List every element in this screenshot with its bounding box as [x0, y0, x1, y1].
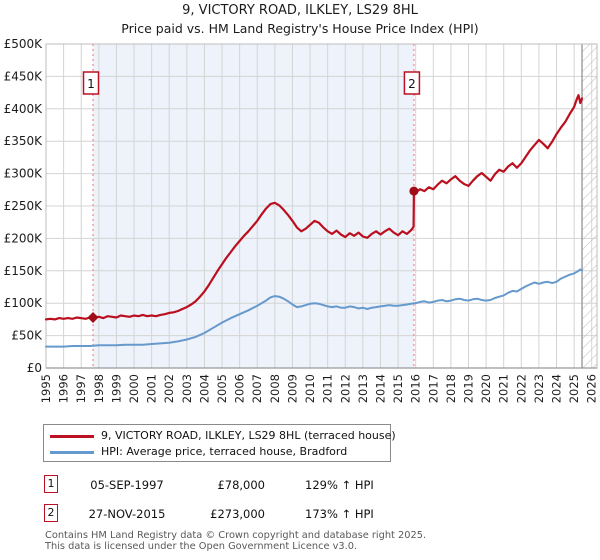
chart-subtitle: Price paid vs. HM Land Registry's House …: [121, 21, 479, 36]
legend-item-hpi: HPI: Average price, terraced house, Brad…: [44, 444, 390, 460]
x-axis-tick-label: 2007: [250, 374, 264, 403]
x-axis-tick-label: 2010: [303, 374, 317, 403]
x-axis-tick-label: 1997: [74, 374, 88, 403]
legend: 9, VICTORY ROAD, ILKLEY, LS29 8HL (terra…: [43, 424, 396, 462]
sale-number-label: 2: [408, 77, 416, 91]
x-axis-tick-label: 2011: [321, 374, 335, 403]
sale-2-date: 27-NOV-2015: [88, 507, 166, 521]
future-hatch-region: [582, 44, 597, 368]
x-axis-tick-label: 2009: [285, 374, 299, 403]
sale-1-hpi-change: 129% ↑ HPI: [305, 478, 374, 492]
x-axis-tick-label: 2012: [338, 374, 352, 403]
x-axis-tick-label: 2019: [461, 374, 475, 403]
x-axis-tick-label: 2013: [356, 374, 370, 403]
legend-label-property: 9, VICTORY ROAD, ILKLEY, LS29 8HL (terra…: [101, 429, 396, 442]
copyright-line: Contains HM Land Registry data © Crown c…: [45, 530, 427, 541]
x-axis-tick-label: 2006: [233, 374, 247, 403]
x-axis-tick-label: 2018: [444, 374, 458, 403]
x-axis-tick-label: 2001: [145, 374, 159, 403]
y-axis-tick-label: £500K: [4, 37, 44, 51]
x-axis-tick-label: 1996: [57, 374, 71, 403]
hpi-line: [45, 268, 583, 348]
licence-line: This data is licensed under the Open Gov…: [45, 541, 358, 552]
sale-point-marker: [87, 311, 99, 323]
sale-1-price: £78,000: [217, 478, 265, 492]
x-axis-tick-label: 2020: [479, 374, 493, 403]
y-axis-tick-label: £150K: [4, 264, 44, 278]
x-axis-tick-label: 2026: [585, 374, 599, 403]
chart-title: 9, VICTORY ROAD, ILKLEY, LS29 8HL: [182, 3, 418, 18]
property-price-line: [44, 94, 584, 321]
x-axis-tick-label: 2008: [268, 374, 282, 403]
x-axis-tick-label: 1998: [92, 374, 106, 403]
y-axis-tick-label: £250K: [4, 199, 44, 213]
y-axis-tick-label: £50K: [11, 329, 43, 343]
hpi-line-swatch: [50, 451, 94, 454]
property-line-swatch: [50, 435, 94, 438]
x-axis-tick-label: 1995: [39, 374, 53, 403]
x-axis-tick-label: 2025: [567, 374, 581, 403]
y-axis-tick-label: £450K: [4, 69, 44, 83]
x-axis-tick-label: 2015: [391, 374, 405, 403]
legend-label-hpi: HPI: Average price, terraced house, Brad…: [101, 445, 348, 458]
legend-item-property: 9, VICTORY ROAD, ILKLEY, LS29 8HL (terra…: [44, 428, 396, 444]
sale-2-number-badge: 2: [44, 504, 58, 522]
y-axis-tick-label: £300K: [4, 167, 44, 181]
y-axis-tick-label: £100K: [4, 296, 44, 310]
sale-point-marker: [409, 186, 419, 196]
price-chart: 1 2 £0 £50K £100K £150K £200K £250K £300K £350K £4…: [4, 37, 599, 403]
x-axis-tick-label: 2002: [162, 374, 176, 403]
sale-1-number-badge: 1: [44, 475, 58, 493]
x-axis-tick-label: 2005: [215, 374, 229, 403]
sale-1-date: 05-SEP-1997: [90, 478, 164, 492]
x-axis-tick-label: 2004: [197, 374, 211, 403]
x-axis-tick-label: 2016: [409, 374, 423, 403]
x-axis-tick-label: 2014: [373, 374, 387, 403]
y-axis-tick-label: £0: [27, 361, 42, 375]
x-axis-tick-label: 2021: [497, 374, 511, 403]
x-axis-tick-label: 2017: [426, 374, 440, 403]
sale-number-box: [82, 71, 100, 95]
sale-number-box: [403, 71, 421, 95]
sale-2-hpi-change: 173% ↑ HPI: [305, 507, 374, 521]
x-axis-tick-label: 1999: [109, 374, 123, 403]
x-axis-tick-label: 2000: [127, 374, 141, 403]
x-axis-tick-label: 2023: [532, 374, 546, 403]
x-axis-tick-label: 2024: [550, 374, 564, 403]
x-axis-tick-label: 2022: [514, 374, 528, 403]
y-axis-tick-label: £200K: [4, 231, 44, 245]
y-axis-tick-label: £350K: [4, 134, 44, 148]
sale-number-label: 1: [87, 77, 95, 91]
x-axis-tick-label: 2003: [180, 374, 194, 403]
sale-2-price: £273,000: [210, 507, 265, 521]
y-axis-tick-label: £400K: [4, 102, 44, 116]
